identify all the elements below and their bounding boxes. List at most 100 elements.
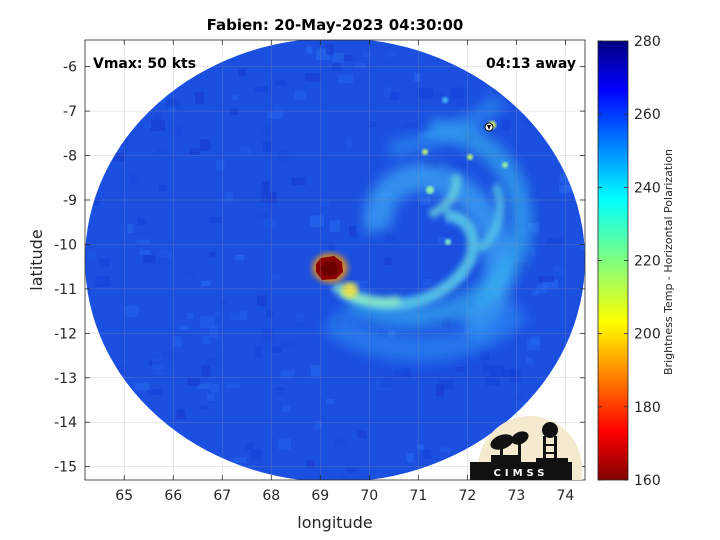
texture-patch (134, 382, 150, 390)
swath-clip (85, 40, 585, 480)
texture-patch (209, 325, 218, 338)
texture-patch (159, 249, 172, 258)
texture-patch (202, 335, 211, 345)
x-tick-label: 66 (164, 488, 182, 504)
texture-patch (532, 290, 539, 296)
texture-patch (231, 458, 245, 463)
texture-patch (186, 312, 195, 320)
texture-patch (406, 453, 414, 463)
texture-patch (450, 87, 465, 98)
texture-patch (306, 46, 313, 54)
texture-patch (156, 146, 168, 154)
texture-patch (136, 239, 151, 245)
texture-patch (185, 272, 195, 277)
cell-ne-6 (442, 97, 448, 103)
texture-patch (414, 72, 421, 82)
texture-patch (244, 442, 253, 450)
texture-patch (158, 184, 166, 192)
texture-patch (294, 90, 307, 100)
texture-patch (144, 123, 154, 129)
texture-patch (201, 365, 211, 377)
texture-patch (485, 375, 500, 386)
texture-patch (342, 55, 353, 61)
texture-patch (423, 279, 432, 286)
colorbar-ticks: 280 260 240 220 200 180 160 (598, 34, 661, 489)
y-tick-label: -12 (54, 326, 77, 342)
texture-patch (384, 257, 392, 266)
texture-patch (278, 438, 292, 450)
colorbar-tick-label: 220 (634, 254, 661, 270)
texture-patch (154, 111, 162, 120)
texture-patch (379, 377, 393, 388)
y-tick-label: -13 (54, 371, 77, 387)
texture-patch (260, 192, 277, 204)
texture-patch (412, 125, 427, 136)
texture-patch (480, 351, 489, 361)
texture-patch (235, 255, 245, 260)
texture-patch (280, 370, 295, 379)
texture-patch (456, 98, 466, 109)
texture-patch (580, 227, 585, 237)
texture-patch (559, 184, 573, 194)
y-tick-label: -14 (54, 415, 77, 431)
texture-patch (489, 365, 505, 378)
texture-patch (147, 389, 163, 396)
texture-patch (95, 276, 110, 288)
texture-patch (339, 474, 346, 480)
texture-patch (195, 92, 204, 105)
texture-patch (129, 174, 140, 184)
texture-patch (159, 258, 168, 264)
colorbar-label: Brightness Temp - Horizontal Polarizatio… (662, 149, 675, 375)
satellite-marker-icon (484, 122, 494, 132)
eye-center (321, 261, 338, 276)
texture-patch (329, 220, 341, 232)
texture-patch (256, 213, 269, 220)
texture-patch (326, 44, 334, 55)
texture-patch (416, 444, 424, 451)
texture-patch (99, 258, 110, 268)
texture-patch (423, 448, 432, 459)
texture-patch (115, 366, 126, 375)
colorbar-tick-label: 280 (634, 34, 661, 50)
texture-patch (162, 351, 176, 361)
texture-patch (276, 389, 286, 401)
texture-patch (215, 159, 225, 171)
texture-patch (296, 313, 305, 322)
texture-patch (357, 430, 367, 439)
texture-patch (86, 250, 97, 260)
texture-patch (201, 280, 211, 286)
texture-patch (385, 233, 395, 242)
texture-patch (199, 139, 211, 151)
texture-patch (527, 222, 539, 233)
spiral-band-outer (321, 93, 533, 362)
texture-patch (260, 126, 270, 135)
texture-patch (262, 329, 275, 340)
texture-patch (282, 405, 291, 413)
colorbar-tick-label: 240 (634, 180, 661, 196)
texture-patch (187, 377, 201, 386)
vmax-annotation: Vmax: 50 kts (93, 56, 196, 72)
texture-patch (419, 196, 431, 205)
x-tick-label: 65 (115, 488, 133, 504)
texture-patch (315, 420, 323, 429)
y-axis-label: latitude (27, 229, 46, 290)
texture-patch (220, 300, 227, 306)
texture-patch (385, 52, 398, 58)
texture-patch (229, 312, 242, 321)
chart-title: Fabien: 20-May-2023 04:30:00 (207, 16, 464, 34)
texture-patch (522, 113, 529, 125)
eye-region (312, 253, 348, 283)
texture-patch (356, 283, 373, 294)
texture-patch (210, 383, 220, 393)
texture-patch (267, 110, 284, 119)
texture-patch (580, 240, 585, 250)
texture-patch (403, 367, 412, 378)
texture-patch (346, 467, 356, 473)
texture-patch (334, 438, 348, 447)
texture-patch (448, 221, 457, 228)
x-tick-label: 67 (213, 488, 231, 504)
logo-band (470, 462, 572, 480)
texture-patch (172, 336, 182, 347)
y-tick-label: -11 (54, 282, 77, 298)
